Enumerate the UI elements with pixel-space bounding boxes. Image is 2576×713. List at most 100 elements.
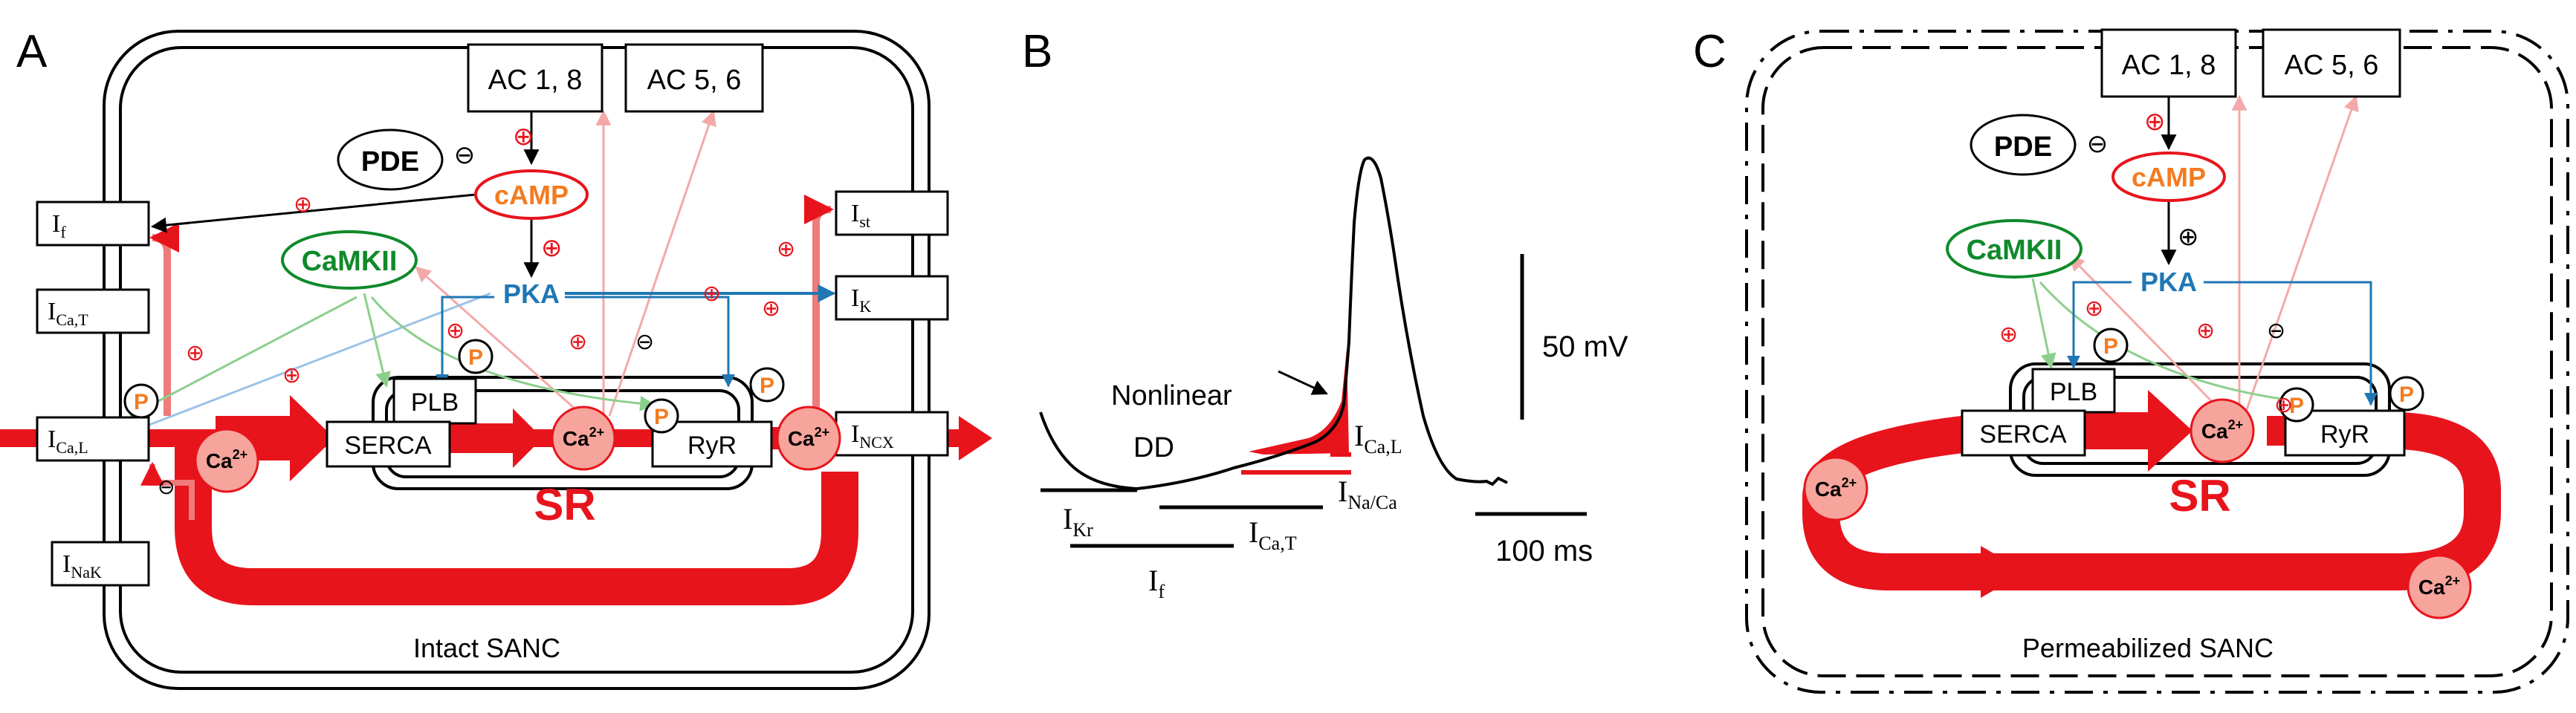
ical-label-b: ICa,L	[1354, 419, 1402, 458]
pka-label: PKA	[503, 279, 560, 309]
svg-text:Ca2+: Ca2+	[2201, 417, 2243, 443]
inak-label: INaK	[62, 550, 102, 582]
ryr-box	[651, 420, 773, 468]
icat-box	[36, 288, 150, 334]
ca-to-camkii-arrow	[415, 266, 588, 421]
phospho-ryr-pka: P	[749, 367, 785, 403]
svg-text:Ca2+: Ca2+	[206, 447, 247, 472]
ac56-label: AC 5, 6	[647, 65, 742, 96]
camp-ellipse-c	[2111, 152, 2226, 202]
inak-box	[51, 541, 150, 587]
ryr-label: RyR	[687, 432, 737, 460]
ac56-label-c: AC 5, 6	[2285, 50, 2379, 81]
if-label-b: If	[1148, 564, 1165, 602]
plus-pka-ical: ⊕	[282, 362, 301, 388]
pde-inhibition-symbol-c: ⊖	[2087, 130, 2109, 158]
ical-box	[36, 416, 150, 462]
incx-label: INCX	[851, 420, 894, 452]
plus-ca-ac: ⊕	[702, 281, 721, 307]
plb-box	[392, 377, 477, 425]
plus-camp-pka: ⊕	[541, 233, 563, 263]
plus-ca-ist: ⊕	[777, 236, 795, 262]
panel-a-letter: A	[16, 26, 48, 77]
plus-ca-camkii: ⊕	[569, 329, 587, 355]
loop-arrowhead-return	[1981, 546, 2025, 598]
camp-to-if-arrow	[150, 193, 476, 233]
plb-label: PLB	[411, 388, 459, 417]
pka-to-plb-arrow	[436, 296, 494, 388]
ca-circle-ryr: Ca2+	[776, 406, 841, 471]
plus-camkii-c: ⊕	[1999, 322, 2018, 348]
pka-to-ical-arrow	[133, 292, 491, 432]
plus-ca-c: ⊕	[2196, 318, 2215, 344]
ical-to-if-arrow	[149, 223, 180, 416]
ac18-label: AC 1, 8	[488, 65, 583, 96]
svg-text:P: P	[134, 390, 149, 414]
pde-label: PDE	[361, 146, 419, 178]
plus-camp-pka-c: ⊕	[2178, 222, 2199, 252]
pka-label-c: PKA	[2140, 267, 2197, 297]
ca-circle-bottom-c: Ca2+	[2407, 554, 2472, 619]
plus-ac18-camp: ⊕	[513, 122, 534, 152]
if-box	[36, 201, 150, 247]
ik-box	[835, 275, 949, 321]
action-potential-trace	[1039, 156, 1508, 491]
panel-b: B Nonlinear DD IKr If ICa,T ICa,L INa/Ca…	[1022, 26, 1628, 602]
minus-ac56-c: ⊖	[2267, 318, 2285, 344]
panel-b-letter: B	[1022, 26, 1052, 77]
plus-ryr-c: ⊕	[2274, 392, 2293, 418]
sr-label: SR	[534, 480, 595, 530]
ac56-box-c	[2262, 28, 2401, 98]
dd-label: DD	[1133, 432, 1174, 463]
ryr-to-ist-arrow	[803, 195, 834, 416]
camkii-to-plb-arrow-c	[2031, 278, 2056, 370]
ist-label: Ist	[851, 200, 870, 231]
nonlinear-label: Nonlinear	[1111, 380, 1232, 411]
camkii-to-ryr-arrow-c	[2039, 281, 2299, 407]
pka-to-ryr-arrow-c	[2204, 281, 2378, 406]
ikr-label: IKr	[1063, 502, 1093, 541]
plb-label-c: PLB	[2050, 378, 2097, 406]
serca-box-c	[1961, 409, 2086, 457]
pde-label-c: PDE	[1994, 131, 2052, 163]
ac18-box	[467, 43, 603, 113]
phospho-plb-c: P	[2093, 328, 2129, 363]
phospho-ryr-camkii: P	[644, 398, 679, 434]
svg-text:Ca2+: Ca2+	[1815, 475, 1857, 501]
ac18-box-c	[2100, 28, 2237, 98]
sr-ca-cycle-loop	[175, 446, 858, 605]
ca-circle-sr-c: Ca2+	[2190, 398, 2255, 463]
pde-inhibition-symbol: ⊖	[454, 141, 476, 169]
plus-pka-ik: ⊕	[762, 296, 780, 322]
ist-box	[835, 190, 949, 236]
ik-label: IK	[851, 284, 871, 316]
camkii-ellipse-c	[1946, 219, 2083, 279]
minus-ca-ac56: ⊖	[635, 329, 654, 355]
camkii-to-ical-arrow	[129, 296, 357, 417]
camp-ellipse	[474, 169, 589, 220]
camkii-label: CaMKII	[302, 246, 398, 277]
camp-label-c: cAMP	[2132, 162, 2206, 192]
ca-to-ac56-arrow	[608, 110, 716, 417]
svg-text:P: P	[468, 345, 483, 370]
panel-a-caption: Intact SANC	[413, 633, 560, 663]
panel-c-caption: Permeabilized SANC	[2022, 633, 2274, 663]
plus-camp-if: ⊕	[294, 192, 312, 218]
ca-circle-left-c: Ca2+	[1803, 456, 1868, 521]
panel-a: A AC 1, 8 AC 5, 6	[0, 26, 992, 690]
icat-label-b: ICa,T	[1249, 515, 1297, 554]
voltage-scale-label: 50 mV	[1542, 331, 1628, 363]
serca-uptake-arrow-c	[2036, 390, 2192, 472]
ac56-box	[624, 43, 764, 113]
svg-text:P: P	[760, 374, 774, 398]
ryr-label-c: RyR	[2320, 420, 2369, 449]
plb-box-c	[2031, 368, 2116, 414]
sr-ca-cycle-loop-c	[1802, 412, 2501, 590]
svg-text:Ca2+: Ca2+	[788, 425, 829, 450]
nonlinear-arrow	[1278, 370, 1328, 395]
pka-to-plb-arrow-c	[2067, 281, 2132, 369]
phospho-ryr-camkii-c: P	[2279, 387, 2314, 423]
camkii-to-plb-arrow	[363, 293, 391, 388]
pde-ellipse-c	[1970, 114, 2077, 176]
